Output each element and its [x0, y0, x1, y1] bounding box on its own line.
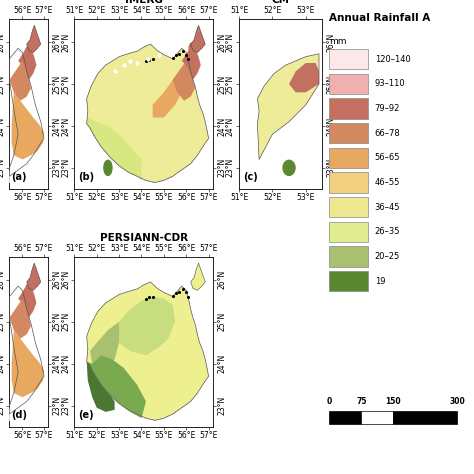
- Point: [120, 61, 128, 69]
- Text: 46–55: 46–55: [375, 178, 400, 187]
- Point: [155, 52, 163, 59]
- Text: (d): (d): [10, 410, 27, 420]
- Polygon shape: [119, 297, 175, 356]
- Polygon shape: [87, 282, 209, 420]
- Polygon shape: [87, 356, 146, 418]
- Bar: [329, 411, 361, 424]
- Text: 150: 150: [386, 397, 401, 406]
- Point: [182, 51, 190, 58]
- Text: (b): (b): [79, 172, 95, 182]
- Text: 75: 75: [356, 397, 367, 406]
- Point: [173, 290, 180, 297]
- Polygon shape: [18, 284, 36, 318]
- Text: 93–110: 93–110: [375, 79, 405, 88]
- Bar: [361, 411, 393, 424]
- Text: mm: mm: [329, 37, 347, 46]
- Title: PERSIANN-CDR: PERSIANN-CDR: [100, 233, 188, 243]
- Text: 36–45: 36–45: [375, 203, 400, 212]
- Text: 56–65: 56–65: [375, 154, 400, 163]
- Text: (e): (e): [79, 410, 94, 420]
- Point: [142, 57, 150, 64]
- Text: Annual Rainfall A: Annual Rainfall A: [329, 13, 431, 23]
- Polygon shape: [257, 54, 319, 159]
- Point: [127, 57, 134, 64]
- Polygon shape: [153, 67, 186, 118]
- Point: [133, 59, 141, 67]
- Text: 26–35: 26–35: [375, 228, 400, 237]
- Point: [185, 55, 192, 63]
- Bar: [329, 197, 368, 218]
- Point: [185, 293, 192, 301]
- Polygon shape: [191, 25, 205, 53]
- Point: [176, 50, 183, 57]
- Circle shape: [104, 160, 112, 175]
- Bar: [329, 222, 368, 242]
- Point: [169, 54, 177, 62]
- Point: [149, 293, 156, 301]
- Bar: [329, 49, 368, 69]
- Bar: [393, 411, 457, 424]
- Text: 20–25: 20–25: [375, 252, 400, 261]
- Point: [176, 288, 183, 295]
- Text: 0: 0: [327, 397, 332, 406]
- Polygon shape: [182, 46, 201, 80]
- Text: (c): (c): [243, 172, 258, 182]
- Text: 79–92: 79–92: [375, 104, 400, 113]
- Polygon shape: [27, 25, 41, 53]
- Bar: [329, 99, 368, 118]
- Bar: [329, 73, 368, 94]
- Polygon shape: [191, 263, 205, 290]
- Title: CM: CM: [272, 0, 290, 5]
- Polygon shape: [9, 61, 31, 101]
- Polygon shape: [289, 63, 319, 92]
- Polygon shape: [87, 118, 141, 181]
- Point: [145, 55, 152, 63]
- Polygon shape: [18, 46, 36, 80]
- Polygon shape: [9, 299, 31, 338]
- Point: [149, 55, 156, 63]
- Polygon shape: [12, 330, 44, 397]
- Circle shape: [189, 43, 194, 54]
- Polygon shape: [173, 61, 195, 101]
- Point: [111, 68, 118, 75]
- Point: [146, 56, 153, 64]
- Bar: [329, 148, 368, 168]
- Text: 66–78: 66–78: [375, 128, 401, 137]
- Point: [179, 285, 187, 293]
- Bar: [329, 246, 368, 267]
- Bar: [329, 271, 368, 292]
- Text: 120–140: 120–140: [375, 55, 410, 64]
- Point: [173, 52, 180, 59]
- Polygon shape: [87, 362, 115, 412]
- Point: [182, 289, 190, 296]
- Title: IMERG: IMERG: [125, 0, 163, 5]
- Polygon shape: [27, 263, 41, 290]
- Polygon shape: [90, 322, 119, 368]
- Point: [179, 47, 187, 55]
- Point: [169, 292, 177, 300]
- Circle shape: [283, 160, 295, 175]
- Text: 300: 300: [449, 397, 465, 406]
- Text: 19: 19: [375, 277, 385, 286]
- Polygon shape: [87, 44, 209, 182]
- Polygon shape: [12, 92, 44, 159]
- Point: [146, 293, 153, 301]
- Bar: [329, 173, 368, 193]
- Text: (a): (a): [10, 172, 26, 182]
- Bar: [329, 123, 368, 143]
- Point: [142, 295, 150, 302]
